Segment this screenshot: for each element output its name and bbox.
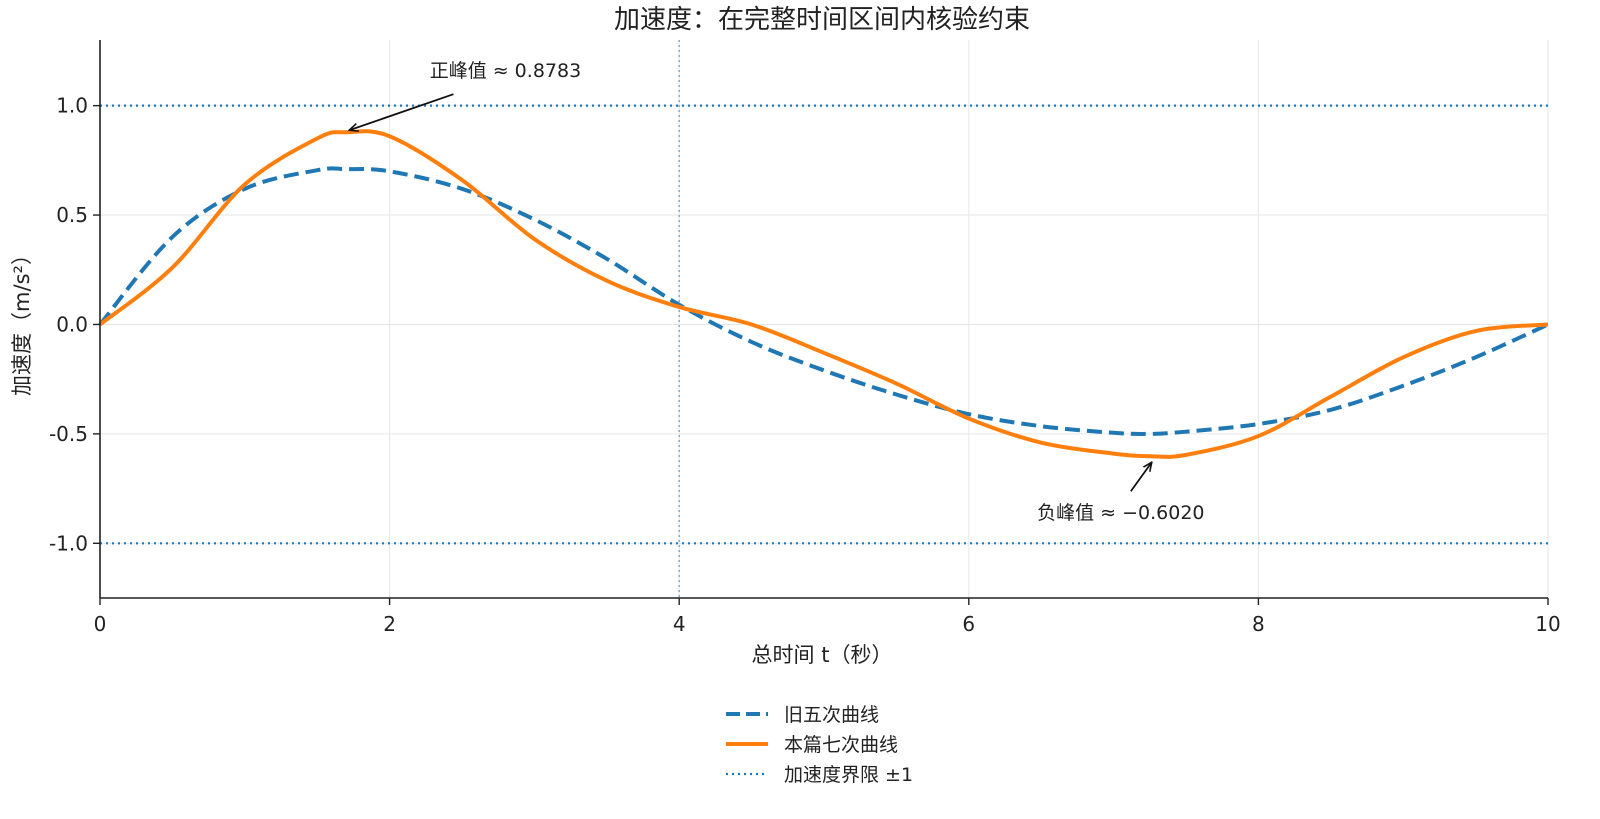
- grid-lines: [99, 40, 1549, 598]
- x-tick-label: 0: [94, 612, 107, 636]
- x-tick-label: 10: [1535, 612, 1560, 636]
- annotations: 正峰值 ≈ 0.8783 负峰值 ≈ −0.6020: [349, 60, 1205, 524]
- legend-label: 本篇七次曲线: [784, 734, 898, 756]
- x-tick-label: 6: [962, 612, 975, 636]
- y-tick-label: -0.5: [49, 422, 88, 446]
- series-line-1: [98, 166, 1549, 436]
- data-series: [98, 129, 1549, 459]
- axes: 0 2 4 6 8 10 1.0 0.5 0.0 -0.5 -1.0: [49, 40, 1561, 636]
- y-tick-label: 0.0: [56, 312, 88, 336]
- legend-label: 加速度界限 ±1: [784, 764, 913, 786]
- x-tick-label: 4: [673, 612, 686, 636]
- x-tick-label: 2: [383, 612, 396, 636]
- x-axis-label: 总时间 t（秒）: [752, 643, 893, 667]
- y-axis-label: 加速度（m/s²）: [10, 244, 34, 396]
- x-tick-label: 8: [1252, 612, 1265, 636]
- chart-title: 加速度：在完整时间区间内核验约束: [614, 5, 1030, 35]
- annotation-label: 正峰值 ≈ 0.8783: [430, 60, 581, 82]
- legend-label: 旧五次曲线: [784, 704, 879, 726]
- y-tick-label: 1.0: [56, 94, 88, 118]
- series-line-2: [98, 129, 1549, 459]
- y-tick-label: -1.0: [49, 531, 88, 555]
- annotation-arrow: [349, 93, 454, 130]
- y-tick-label: 0.5: [56, 203, 88, 227]
- annotation-label: 负峰值 ≈ −0.6020: [1037, 502, 1204, 524]
- reference-lines: [100, 40, 1548, 598]
- annotation-arrow: [1130, 462, 1152, 492]
